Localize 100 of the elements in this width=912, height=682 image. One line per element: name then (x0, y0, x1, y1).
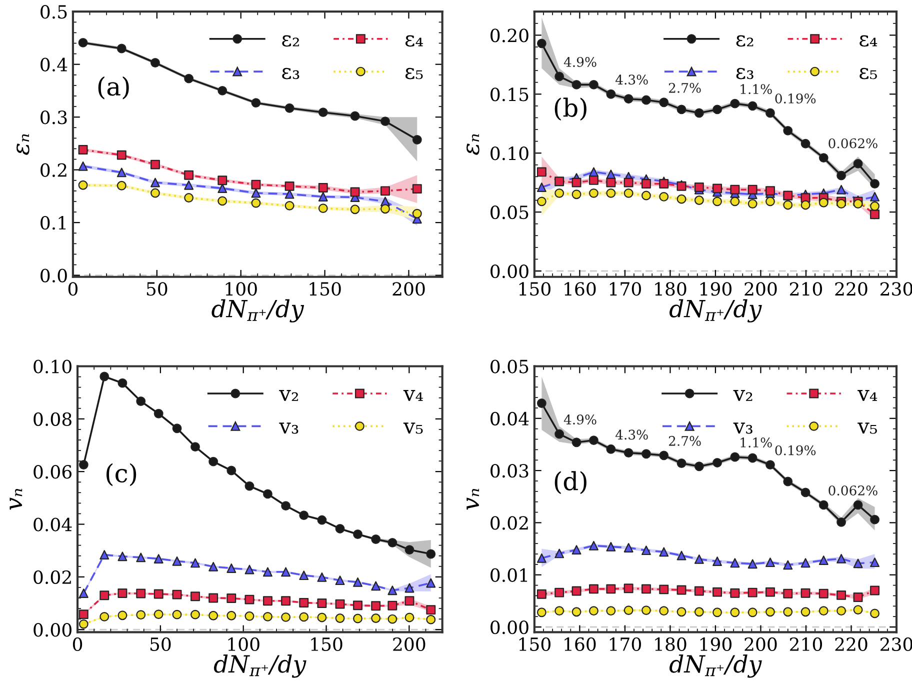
point (766, 587, 775, 597)
point (836, 554, 846, 564)
point (226, 594, 236, 603)
point (659, 98, 669, 108)
y-tick-label: 0.06 (34, 465, 72, 479)
point (284, 103, 294, 113)
point (172, 610, 182, 620)
point (136, 552, 146, 562)
point (150, 160, 160, 170)
point (783, 588, 793, 598)
point (624, 178, 634, 188)
point (800, 588, 810, 598)
point (800, 488, 810, 498)
x-tick-label: 160 (564, 637, 596, 652)
x-tick-label: 0 (72, 637, 82, 652)
point (818, 588, 828, 598)
point (281, 612, 291, 622)
point (554, 606, 564, 616)
point (676, 194, 686, 204)
point (116, 150, 126, 160)
point (642, 584, 651, 594)
point (606, 606, 616, 616)
point (404, 612, 414, 622)
point (606, 178, 616, 188)
point (783, 560, 793, 570)
annotation: (c) (106, 463, 136, 486)
legend-label: v₃ (279, 422, 298, 434)
point (694, 182, 704, 192)
point (350, 111, 360, 121)
point (244, 481, 254, 491)
point (251, 198, 261, 208)
point (208, 610, 218, 620)
point (388, 538, 398, 548)
point (218, 176, 228, 186)
point (244, 611, 254, 621)
point (536, 167, 546, 177)
point (572, 438, 582, 448)
point (730, 98, 740, 108)
point (624, 543, 634, 552)
point (78, 161, 88, 171)
x-axis-title: dN$_{π⁺}$/dy (212, 299, 304, 322)
point (766, 607, 775, 617)
point (694, 554, 704, 564)
point (589, 540, 598, 550)
point (371, 614, 381, 623)
point (870, 201, 880, 211)
point (226, 610, 236, 620)
point (136, 588, 146, 598)
point (730, 452, 740, 462)
point (870, 210, 880, 220)
y-tick-label: 0.04 (34, 518, 72, 532)
point (208, 456, 218, 466)
point (184, 170, 194, 180)
legend-label: v₂ (279, 390, 298, 401)
point (281, 567, 291, 577)
x-tick-label: 190 (700, 637, 732, 652)
point (836, 606, 846, 616)
point (659, 547, 669, 557)
point (218, 196, 228, 206)
point (78, 610, 88, 620)
y-tick-label: 0.3 (40, 110, 67, 124)
point (404, 596, 414, 606)
point (116, 168, 126, 178)
point (335, 576, 345, 586)
y-tick-label: 0.1 (40, 216, 66, 230)
point (536, 196, 546, 206)
point (572, 80, 582, 90)
point (624, 606, 634, 616)
x-tick-label: 220 (835, 637, 868, 652)
point (572, 178, 582, 188)
point (262, 596, 272, 606)
x-tick-label: 50 (146, 282, 168, 296)
point (426, 614, 436, 624)
point (766, 460, 775, 470)
point (676, 458, 686, 468)
annotation: 4.9% (564, 414, 596, 425)
point (554, 72, 564, 82)
y-tick-label: 0.4 (40, 58, 68, 72)
point (536, 182, 546, 192)
y-tick-label: 0.2 (40, 163, 66, 177)
point (730, 184, 740, 194)
y-tick-label: 0.5 (40, 5, 67, 19)
point (642, 179, 651, 188)
point (353, 614, 362, 624)
point (281, 596, 291, 606)
point (226, 466, 236, 476)
point (589, 188, 598, 198)
point (624, 188, 634, 198)
x-tick-label: 200 (393, 637, 426, 652)
point (350, 187, 360, 197)
point (730, 608, 740, 618)
point (190, 610, 200, 620)
point (172, 556, 182, 566)
point (78, 180, 88, 190)
legend-label: ε₂ (736, 35, 754, 47)
point (730, 588, 740, 598)
point (190, 592, 200, 602)
legend-label: v₂ (733, 390, 752, 401)
point (100, 612, 110, 622)
legend-label: v₃ (733, 422, 752, 434)
